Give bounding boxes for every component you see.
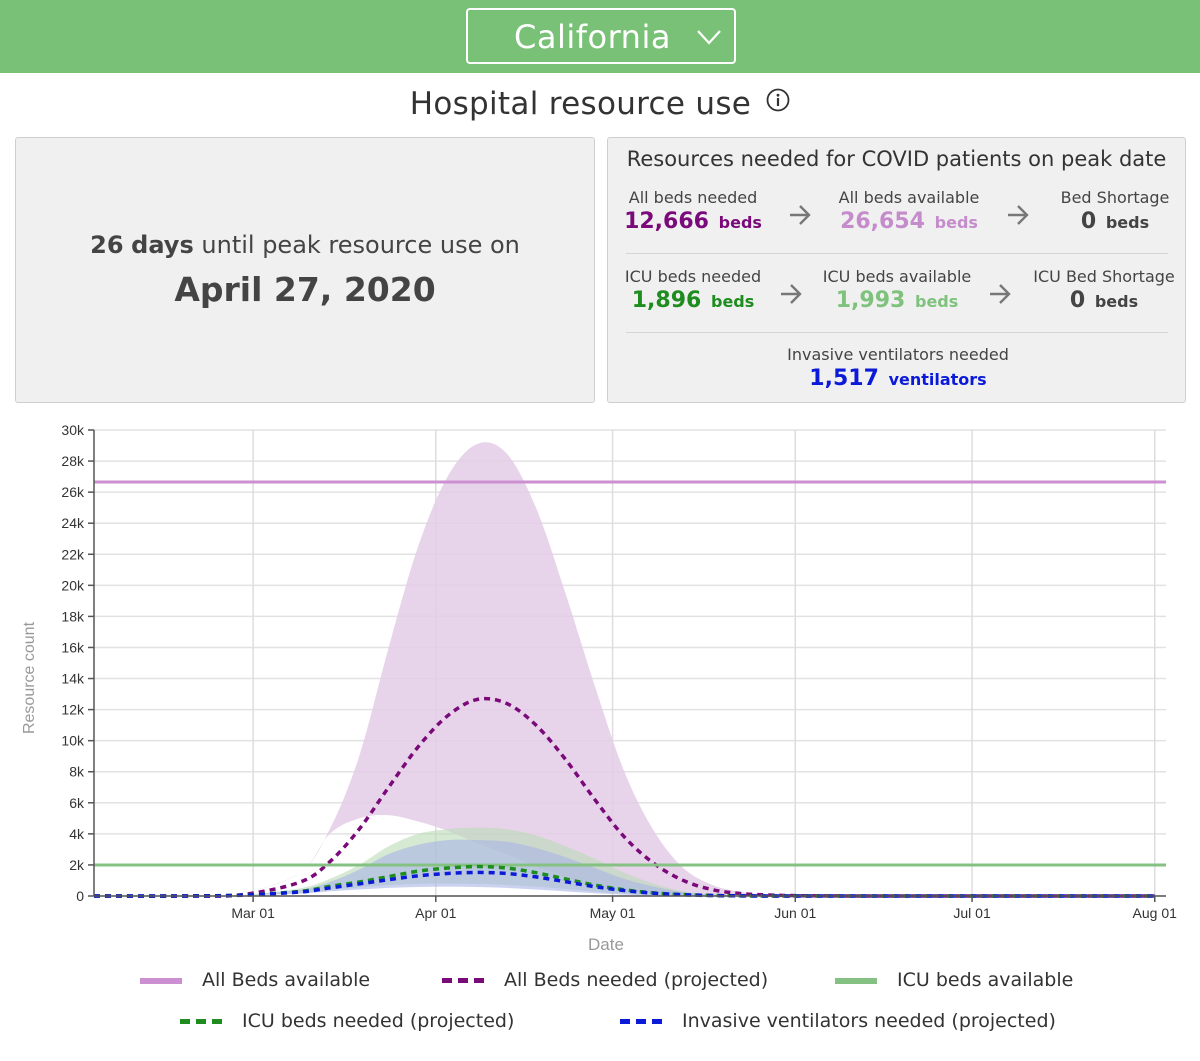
y-tick-label: 0 bbox=[76, 888, 84, 904]
peak-until-text: until peak resource use on bbox=[201, 231, 520, 259]
legend-label: All Beds needed (projected) bbox=[504, 969, 769, 991]
region-select[interactable]: California bbox=[466, 8, 736, 64]
y-tick-label: 26k bbox=[61, 484, 85, 500]
y-tick-label: 20k bbox=[61, 577, 85, 593]
y-tick-label: 22k bbox=[61, 546, 85, 562]
all-beds-available-label: All beds available bbox=[838, 188, 980, 207]
bed-shortage: Bed Shortage 0 beds bbox=[1048, 188, 1182, 234]
all-beds-needed-line bbox=[93, 696, 1155, 898]
arrow-right-icon bbox=[790, 205, 811, 225]
y-tick-label: 24k bbox=[61, 515, 85, 531]
info-icon[interactable] bbox=[766, 88, 790, 112]
all-beds-needed-value: 12,666 bbox=[624, 209, 709, 234]
legend-swatch bbox=[620, 1019, 662, 1024]
y-tick-label: 12k bbox=[61, 702, 85, 718]
resources-panel: Resources needed for COVID patients on p… bbox=[607, 137, 1186, 403]
divider bbox=[626, 332, 1168, 333]
legend-label: All Beds available bbox=[202, 969, 371, 991]
peak-days-word: days bbox=[131, 231, 194, 259]
arrow-right-icon bbox=[1008, 205, 1029, 225]
legend-label: Invasive ventilators needed (projected) bbox=[682, 1010, 1056, 1032]
y-tick-label: 16k bbox=[61, 639, 85, 655]
bed-shortage-label: Bed Shortage bbox=[1060, 188, 1170, 207]
all-beds-available-value: 26,654 bbox=[840, 209, 925, 234]
resources-title: Resources needed for COVID patients on p… bbox=[626, 147, 1167, 171]
all-beds-available-unit: beds bbox=[934, 213, 978, 232]
resource-chart: 0 2k 4k 6k 8k 10k 12k 14k 16k 18k 20k 22k 24k 26k 28k 3… bbox=[21, 422, 1178, 954]
legend-label: ICU beds available bbox=[897, 969, 1074, 991]
peak-countdown: 26 days until peak resource use on bbox=[16, 231, 594, 259]
y-tick-label: 14k bbox=[61, 671, 85, 687]
all-beds-needed-unit: beds bbox=[718, 213, 762, 232]
legend-swatch bbox=[835, 978, 877, 984]
ventilators-needed-value: 1,517 bbox=[809, 366, 879, 391]
peak-days-value: 26 bbox=[90, 231, 124, 259]
all-beds-needed-band bbox=[94, 442, 1155, 897]
page-title: Hospital resource use bbox=[0, 86, 1200, 122]
y-tick-label: 28k bbox=[61, 453, 85, 469]
x-axis-title: Date bbox=[588, 935, 624, 954]
x-tick-label: Jul 01 bbox=[953, 905, 991, 921]
icu-bed-shortage: ICU Bed Shortage 0 beds bbox=[1024, 267, 1184, 313]
x-tick-label: Jun 01 bbox=[774, 905, 816, 921]
arrow-right-icon bbox=[990, 284, 1011, 304]
icu-beds-needed: ICU beds needed 1,896 beds bbox=[616, 267, 770, 313]
icu-bed-shortage-unit: beds bbox=[1094, 292, 1139, 311]
icu-beds-available-label: ICU beds available bbox=[822, 267, 972, 286]
legend-swatch bbox=[140, 978, 182, 984]
legend-swatch bbox=[180, 1019, 222, 1024]
peak-panel: 26 days until peak resource use on April… bbox=[15, 137, 595, 403]
icu-beds-available: ICU beds available 1,993 beds bbox=[814, 267, 980, 313]
icu-bed-shortage-label: ICU Bed Shortage bbox=[1033, 267, 1175, 286]
y-tick-label: 10k bbox=[61, 733, 85, 749]
region-select-label: California bbox=[514, 18, 671, 56]
x-tick-label: May 01 bbox=[590, 905, 636, 921]
y-tick-label: 8k bbox=[69, 764, 85, 780]
ventilators-needed: Invasive ventilators needed 1,517 ventil… bbox=[748, 345, 1048, 391]
bed-shortage-value: 0 bbox=[1080, 209, 1097, 234]
icu-bed-shortage-value: 0 bbox=[1069, 288, 1086, 313]
x-tick-label: Mar 01 bbox=[231, 905, 275, 921]
y-tick-label: 18k bbox=[61, 608, 85, 624]
divider bbox=[626, 253, 1168, 254]
ventilators-needed-label: Invasive ventilators needed bbox=[787, 345, 1009, 364]
y-tick-label: 2k bbox=[69, 857, 85, 873]
legend-item-icu-beds-available: ICU beds available bbox=[835, 969, 1073, 991]
y-tick-label: 4k bbox=[69, 826, 85, 842]
ventilators-needed-unit: ventilators bbox=[888, 370, 987, 389]
x-tick-label: Aug 01 bbox=[1133, 905, 1178, 921]
legend-item-all-beds-needed: All Beds needed (projected) bbox=[442, 969, 768, 991]
all-beds-available: All beds available 26,654 beds bbox=[830, 188, 988, 234]
page-title-text: Hospital resource use bbox=[409, 86, 752, 122]
chart-legend: All Beds available All Beds needed (proj… bbox=[0, 960, 1200, 1060]
legend-item-icu-beds-needed: ICU beds needed (projected) bbox=[180, 1010, 514, 1032]
arrow-right-icon bbox=[781, 284, 802, 304]
all-beds-needed-label: All beds needed bbox=[628, 188, 758, 207]
icu-beds-needed-value: 1,896 bbox=[631, 288, 702, 313]
x-tick-label: Apr 01 bbox=[415, 905, 456, 921]
bed-shortage-unit: beds bbox=[1105, 213, 1150, 232]
header-bar: California bbox=[0, 0, 1200, 73]
chevron-down-icon bbox=[697, 30, 721, 45]
legend-item-all-beds-available: All Beds available bbox=[140, 969, 370, 991]
icu-beds-available-value: 1,993 bbox=[835, 288, 906, 313]
legend-swatch bbox=[442, 978, 484, 983]
all-beds-needed: All beds needed 12,666 beds bbox=[622, 188, 764, 234]
peak-date: April 27, 2020 bbox=[174, 270, 436, 309]
icu-beds-needed-unit: beds bbox=[710, 292, 755, 311]
y-axis-title: Resource count bbox=[21, 621, 38, 734]
legend-item-ventilators-needed: Invasive ventilators needed (projected) bbox=[620, 1010, 1056, 1032]
legend-label: ICU beds needed (projected) bbox=[242, 1010, 515, 1032]
icu-beds-available-unit: beds bbox=[914, 292, 959, 311]
y-tick-label: 6k bbox=[69, 795, 85, 811]
y-tick-label: 30k bbox=[61, 422, 85, 438]
icu-beds-needed-label: ICU beds needed bbox=[624, 267, 762, 286]
